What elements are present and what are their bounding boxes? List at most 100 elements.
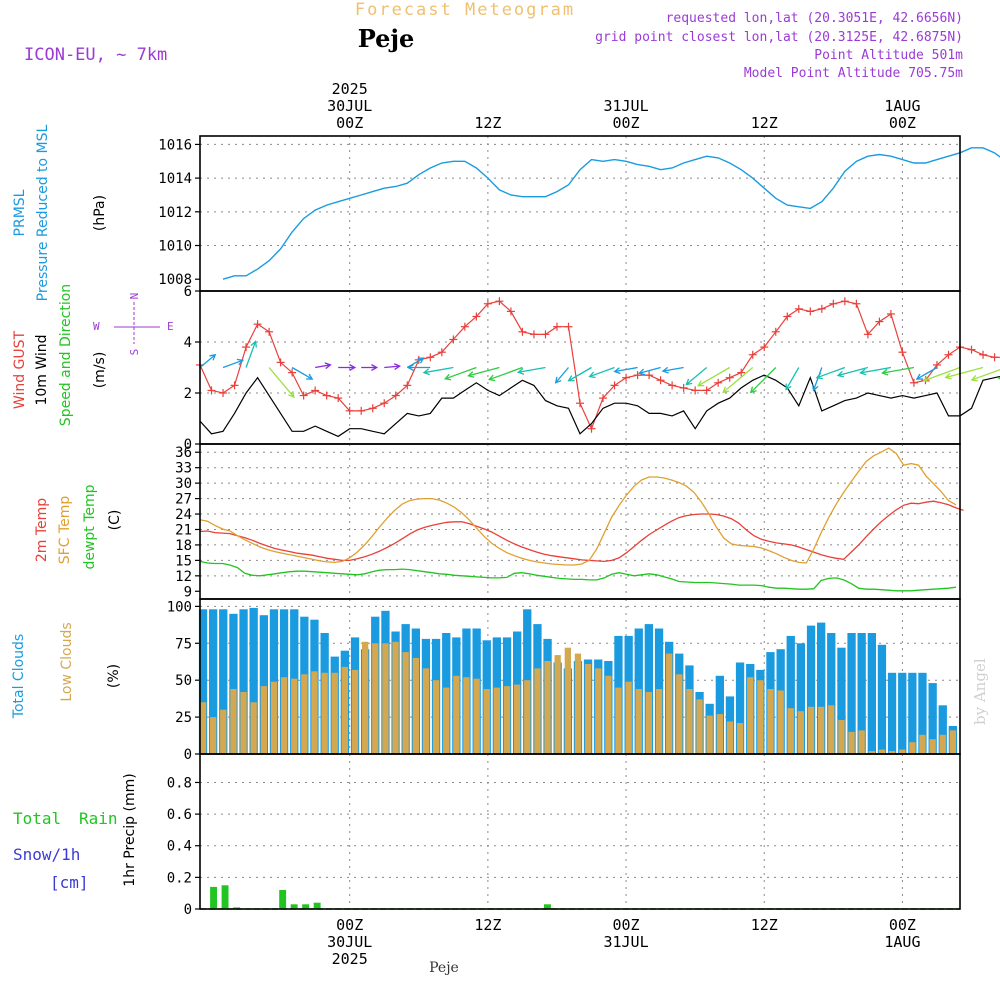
- wind-arrow-head: [997, 376, 1000, 380]
- y-tick-label: 24: [175, 507, 192, 523]
- y-tick-label: 25: [175, 710, 192, 726]
- total-cloud-bar: [786, 635, 795, 754]
- wind-arrow-shaft: [639, 366, 661, 374]
- low-cloud-bar: [564, 647, 571, 754]
- gust-marker: [737, 368, 746, 377]
- gust-marker: [979, 350, 988, 359]
- gust-marker: [426, 353, 435, 362]
- rain-bar: [210, 886, 217, 909]
- top-time-label: 31JUL: [603, 97, 648, 115]
- wind-arrow-shaft: [315, 364, 331, 369]
- wind-arrow-head: [613, 367, 621, 375]
- wind-arrow-head: [467, 371, 475, 378]
- gust-marker: [564, 322, 573, 331]
- clouds-panel: 0 25 50 75 100: [167, 598, 961, 763]
- y-tick-label: 0.6: [167, 807, 192, 823]
- wind-arrow-head: [443, 373, 452, 381]
- footer-location: Peje: [429, 960, 459, 976]
- low-cloud-bar: [554, 655, 561, 754]
- wind-arrow-head: [417, 357, 425, 364]
- y-tick-label: 12: [175, 569, 192, 585]
- wind-arrow-head: [696, 380, 705, 387]
- low-cloud-bar: [260, 686, 267, 754]
- total-cloud-bar: [219, 609, 228, 754]
- low-cloud-bar: [858, 730, 865, 754]
- gust-marker: [552, 322, 561, 331]
- total-cloud-bar: [827, 633, 836, 754]
- gust-marker: [529, 330, 538, 339]
- wind-direction-arrow: [338, 364, 357, 371]
- wind-arrow-shaft: [945, 366, 984, 379]
- wind-direction-arrow: [487, 366, 523, 382]
- clouds-label-total: Total Clouds: [11, 634, 27, 719]
- wind-direction-arrow: [268, 367, 295, 399]
- y-tick-label: 100: [167, 599, 192, 615]
- y-tick-label: 30: [175, 476, 192, 492]
- total-cloud-bar: [837, 647, 846, 754]
- bottom-time-label: 31JUL: [603, 933, 648, 951]
- gust-marker: [265, 327, 274, 336]
- low-cloud-bar: [595, 668, 602, 754]
- y-tick-label: 1008: [158, 272, 192, 288]
- gust-marker: [322, 391, 331, 400]
- low-cloud-bar: [443, 687, 450, 754]
- low-cloud-bar: [372, 643, 379, 754]
- low-cloud-bar: [726, 721, 734, 754]
- wind-arrow-shaft: [785, 367, 800, 390]
- low-cloud-bar: [848, 731, 855, 754]
- low-cloud-bar: [635, 689, 642, 754]
- wind-arrow-head: [349, 364, 357, 371]
- gust-marker: [472, 312, 481, 321]
- gust-marker: [714, 378, 723, 387]
- pressure-frame: [199, 135, 961, 292]
- low-cloud-bar: [706, 715, 713, 754]
- wind-arrow-shaft: [245, 341, 257, 368]
- wind-direction-arrow: [422, 366, 454, 376]
- low-cloud-bar: [899, 749, 906, 754]
- total-cloud-bar: [867, 633, 876, 754]
- y-tick-label: 18: [175, 538, 192, 554]
- wind-arrow-head: [970, 375, 978, 382]
- gust-marker: [230, 381, 239, 390]
- gust-marker: [357, 406, 366, 415]
- wind-arrow-head: [516, 368, 525, 375]
- wind-direction-arrow: [815, 366, 846, 380]
- low-cloud-bar: [463, 677, 470, 754]
- low-cloud-bar: [818, 706, 825, 754]
- total-cloud-bar: [908, 672, 917, 754]
- low-cloud-bar: [280, 677, 288, 754]
- wind-direction-arrow: [567, 366, 592, 382]
- temp-label-sfc: SFC Temp: [57, 496, 73, 565]
- wind-arrow-head: [915, 373, 923, 380]
- rain-bar: [290, 904, 298, 909]
- low-cloud-bar: [584, 664, 592, 754]
- low-cloud-bar: [362, 641, 369, 754]
- total-cloud-bar: [269, 609, 279, 754]
- gust-marker: [656, 376, 665, 385]
- gust-marker: [909, 378, 918, 387]
- gust-marker: [863, 330, 872, 339]
- bottom-time-label: 12Z: [474, 916, 501, 934]
- wind-direction-arrow: [836, 366, 869, 378]
- gust-marker: [691, 386, 700, 395]
- low-cloud-bar: [939, 734, 946, 754]
- wind-arrow-shaft: [291, 366, 313, 380]
- precip-legend-cm: [cm]: [50, 873, 89, 892]
- top-time-label: 30JUL: [327, 97, 372, 115]
- y-tick-label: 6: [184, 284, 192, 300]
- total-cloud-bar: [259, 615, 268, 754]
- wind-arrow-shaft: [860, 366, 892, 374]
- low-cloud-bar: [797, 711, 804, 754]
- y-tick-label: 1016: [158, 137, 192, 153]
- total-cloud-bar: [644, 624, 653, 754]
- wind-panel: 0 2 4 6: [184, 284, 1000, 453]
- pressure-label-unit: (hPa): [92, 195, 108, 231]
- y-tick-label: 27: [175, 492, 192, 508]
- gust-marker: [207, 386, 216, 395]
- wind-arrow-head: [922, 375, 930, 383]
- gust-marker: [875, 317, 884, 326]
- low-cloud-bar: [828, 705, 835, 754]
- compass-south: S: [128, 349, 141, 356]
- low-cloud-bar: [736, 723, 744, 754]
